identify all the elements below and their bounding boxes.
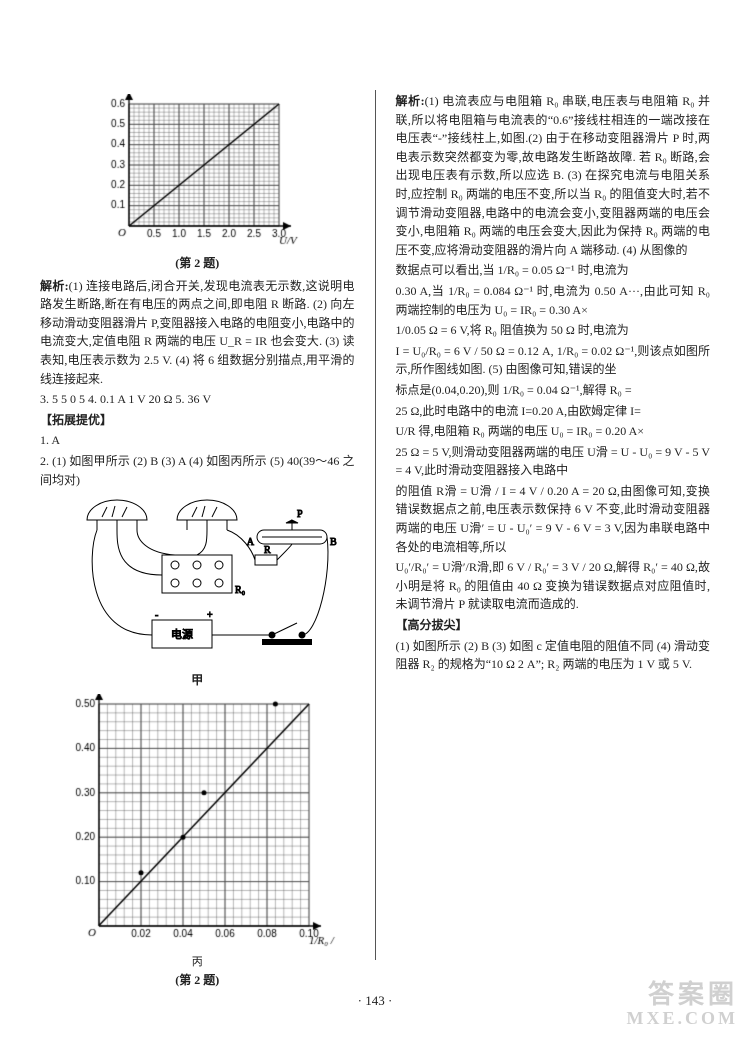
svg-text:B: B xyxy=(330,537,337,548)
r-p2: 数据点可以看出,当 1/R₀ = 0.05 Ω⁻¹ 时,电流为 xyxy=(396,261,711,280)
svg-text:-: - xyxy=(155,610,158,621)
gaofen-label: 【高分拔尖】 xyxy=(396,616,711,635)
r-p11: U₀′/R₀′ = U滑′/R滑,即 6 V / R₀′ = 3 V / 20 … xyxy=(396,558,711,614)
extend-1: 1. A xyxy=(40,431,355,450)
answers-line-3-5: 3. 5 5 0 5 4. 0.1 A 1 V 20 Ω 5. 36 V xyxy=(40,390,355,409)
analysis-text-left: (1) 连接电路后,闭合开关,发现电流表无示数,这说明电路发生断路,断在有电压的… xyxy=(40,279,355,386)
chart-2-caption: (第 2 题) xyxy=(40,971,355,990)
analysis-label-right: 解析: xyxy=(396,94,425,108)
svg-text:电源: 电源 xyxy=(171,627,193,641)
page: (第 2 题) 解析:(1) 连接电路后,闭合开关,发现电流表无示数,这说明电路… xyxy=(0,0,750,1037)
r-p1: 解析:(1) 电流表应与电阻箱 R₀ 串联,电压表与电阻箱 R₀ 并联,所以将电… xyxy=(396,92,711,259)
circuit-diagram: B A P R₀ R 电源 - + xyxy=(57,495,337,665)
r-p7: 25 Ω,此时电路中的电流 I=0.20 A,由欧姆定律 I= xyxy=(396,402,711,421)
gaofen-line: (1) 如图所示 (2) B (3) 如图 c 定值电阻的阻值不同 (4) 滑动… xyxy=(396,637,711,674)
chart-1 xyxy=(87,94,307,254)
r-p5: I = U₀/R₀ = 6 V / 50 Ω = 0.12 A, 1/R₀ = … xyxy=(396,342,711,379)
r-p3: 0.30 A,当 1/R₀ = 0.084 Ω⁻¹ 时,电流为 0.50 A··… xyxy=(396,282,711,319)
circuit-caption: 甲 xyxy=(40,671,355,690)
chart-1-caption: (第 2 题) xyxy=(40,254,355,273)
column-divider xyxy=(375,90,376,960)
watermark: 答案圈 MXE.COM xyxy=(627,981,738,1029)
extend-label: 【拓展提优】 xyxy=(40,411,355,430)
two-column-layout: (第 2 题) 解析:(1) 连接电路后,闭合开关,发现电流表无示数,这说明电路… xyxy=(40,90,710,960)
watermark-line2: MXE.COM xyxy=(627,1009,738,1029)
r-p6: 标点是(0.04,0.20),则 1/R₀ = 0.04 Ω⁻¹,解得 R₀ = xyxy=(396,381,711,400)
r-p4: 1/0.05 Ω = 6 V,将 R₀ 阻值换为 50 Ω 时,电流为 xyxy=(396,321,711,340)
r-p10: 的阻值 R滑 = U滑 / I = 4 V / 0.20 A = 20 Ω,由图… xyxy=(396,482,711,556)
r-p8: U/R 得,电阻箱 R₀ 两端的电压 U₀ = IR₀ = 0.20 A× xyxy=(396,422,711,441)
left-column: (第 2 题) 解析:(1) 连接电路后,闭合开关,发现电流表无示数,这说明电路… xyxy=(40,90,355,960)
analysis-label-left: 解析: xyxy=(40,279,69,293)
svg-text:P: P xyxy=(297,509,303,520)
chart-2-midcap: 丙 xyxy=(40,954,355,971)
r-p1-text: (1) 电流表应与电阻箱 R₀ 串联,电压表与电阻箱 R₀ 并联,所以将电阻箱与… xyxy=(396,94,711,257)
r-p9: 25 Ω = 5 V,则滑动变阻器两端的电压 U滑 = U - U₀ = 9 V… xyxy=(396,443,711,480)
chart-2-wrap: 丙 (第 2 题) xyxy=(40,694,355,990)
chart-2 xyxy=(57,694,337,954)
watermark-line1: 答案圈 xyxy=(627,981,738,1010)
right-column: 解析:(1) 电流表应与电阻箱 R₀ 串联,电压表与电阻箱 R₀ 并联,所以将电… xyxy=(396,90,711,960)
svg-text:R: R xyxy=(264,545,271,556)
extend-2: 2. (1) 如图甲所示 (2) B (3) A (4) 如图丙所示 (5) 4… xyxy=(40,452,355,489)
analysis-para-left: 解析:(1) 连接电路后,闭合开关,发现电流表无示数,这说明电路发生断路,断在有… xyxy=(40,277,355,389)
chart-1-wrap: (第 2 题) xyxy=(40,94,355,273)
svg-text:R₀: R₀ xyxy=(235,585,246,596)
svg-text:+: + xyxy=(207,610,213,621)
